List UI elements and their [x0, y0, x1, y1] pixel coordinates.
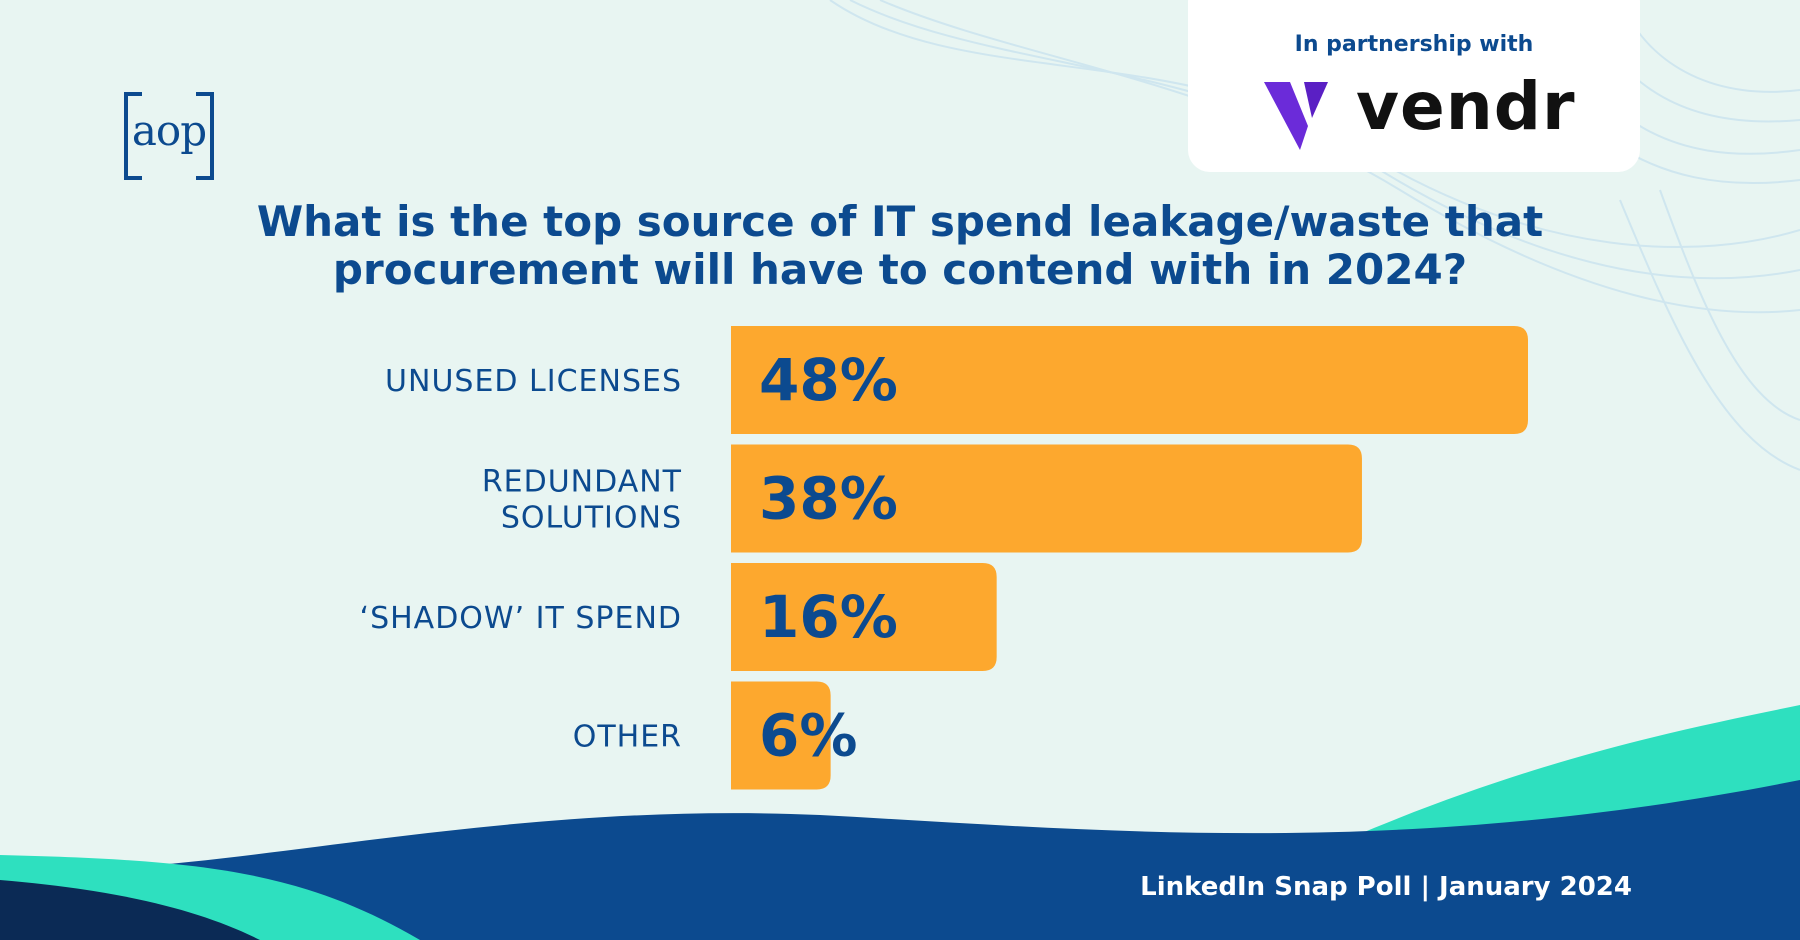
vendr-logo-icon: [1264, 82, 1328, 150]
partner-card: In partnership with vendr: [1188, 0, 1640, 172]
category-label-0-0: UNUSED LICENSES: [385, 364, 682, 399]
chart-title-line-2: procurement will have to contend with in…: [332, 245, 1468, 294]
bar-2: [731, 563, 997, 671]
value-label-2: 16%: [759, 583, 898, 651]
footer-source: LinkedIn Snap Poll | January 2024: [1140, 872, 1632, 902]
value-label-0: 48%: [759, 346, 898, 414]
partner-label: In partnership with: [1294, 32, 1534, 57]
category-label-1-1: SOLUTIONS: [501, 501, 682, 536]
vendr-logo-text: vendr: [1356, 68, 1576, 145]
logo-bracket-left: [124, 92, 142, 180]
category-label-2-0: ‘SHADOW’ IT SPEND: [360, 601, 682, 636]
bar-1: [731, 444, 1362, 553]
bar-3: [731, 681, 831, 790]
chart-title-line-1: What is the top source of IT spend leaka…: [256, 197, 1544, 246]
logo-bracket-right: [196, 92, 214, 180]
category-label-3-0: OTHER: [573, 720, 682, 755]
category-label-1-0: REDUNDANT: [482, 465, 682, 500]
bar-0: [731, 326, 1528, 434]
aop-logo-text: aop: [131, 106, 207, 155]
chart-title: What is the top source of IT spend leaka…: [0, 198, 1800, 294]
value-label-1: 38%: [759, 465, 898, 533]
value-label-3: 6%: [759, 702, 857, 770]
aop-logo: aop: [124, 92, 214, 180]
